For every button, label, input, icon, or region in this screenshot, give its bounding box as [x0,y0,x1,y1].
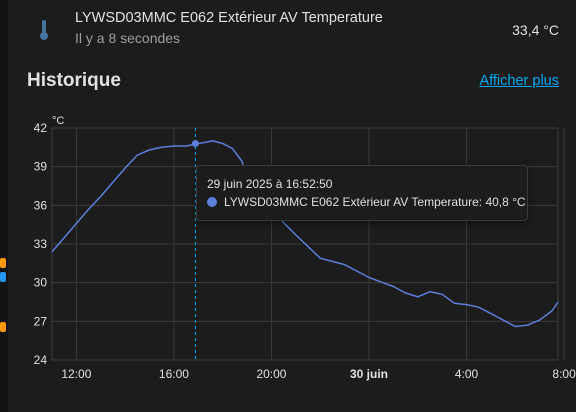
show-more-link[interactable]: Afficher plus [479,73,559,89]
entity-state: 33,4 °C [512,22,559,38]
thermometer-icon [40,20,48,40]
highlight-point[interactable] [191,139,199,147]
background-indicator [0,258,6,268]
background-indicator [0,322,6,332]
entity-row[interactable]: LYWSD03MMC E062 Extérieur AV Temperature… [36,6,568,50]
entity-last-changed: Il y a 8 secondes [75,30,181,46]
y-tick-label: 27 [34,314,48,328]
y-tick-label: 30 [34,276,48,290]
tooltip-time: 29 juin 2025 à 16:52:50 [207,177,333,191]
x-tick-label: 16:00 [159,367,189,381]
x-tick-label: 4:00 [455,367,479,381]
history-title: Historique [27,70,121,91]
x-tick-label: 8:00 [552,367,576,381]
chart-tooltip: 29 juin 2025 à 16:52:50 LYWSD03MMC E062 … [196,165,528,221]
tooltip-series-value: LYWSD03MMC E062 Extérieur AV Temperature… [224,195,526,209]
y-tick-label: 24 [34,353,48,367]
y-tick-label: 39 [34,160,48,174]
background-indicator [0,272,6,282]
y-tick-label: 42 [34,121,48,135]
x-tick-label: 12:00 [61,367,91,381]
y-tick-label: 33 [34,237,48,251]
x-tick-label: 20:00 [256,367,286,381]
history-chart[interactable]: 24 27 30 33 36 39 42 12:00 16:00 20:00 30 juin 4:0… [0,108,576,388]
entity-name: LYWSD03MMC E062 Extérieur AV Temperature [75,10,383,26]
background-strip [0,0,8,412]
tooltip-series-dot [207,197,217,207]
x-tick-label: 30 juin [350,367,388,381]
y-axis-unit: °C [52,115,64,127]
y-tick-label: 36 [34,198,48,212]
